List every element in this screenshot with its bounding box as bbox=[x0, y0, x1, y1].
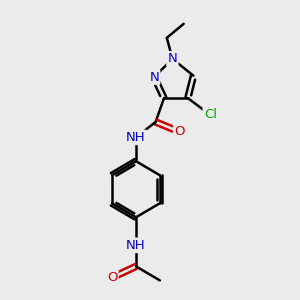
Text: NH: NH bbox=[126, 239, 146, 252]
Text: Cl: Cl bbox=[204, 108, 217, 122]
Text: NH: NH bbox=[126, 131, 146, 144]
Text: N: N bbox=[168, 52, 177, 65]
Text: O: O bbox=[174, 125, 185, 138]
Text: O: O bbox=[107, 271, 117, 284]
Text: N: N bbox=[149, 70, 159, 84]
